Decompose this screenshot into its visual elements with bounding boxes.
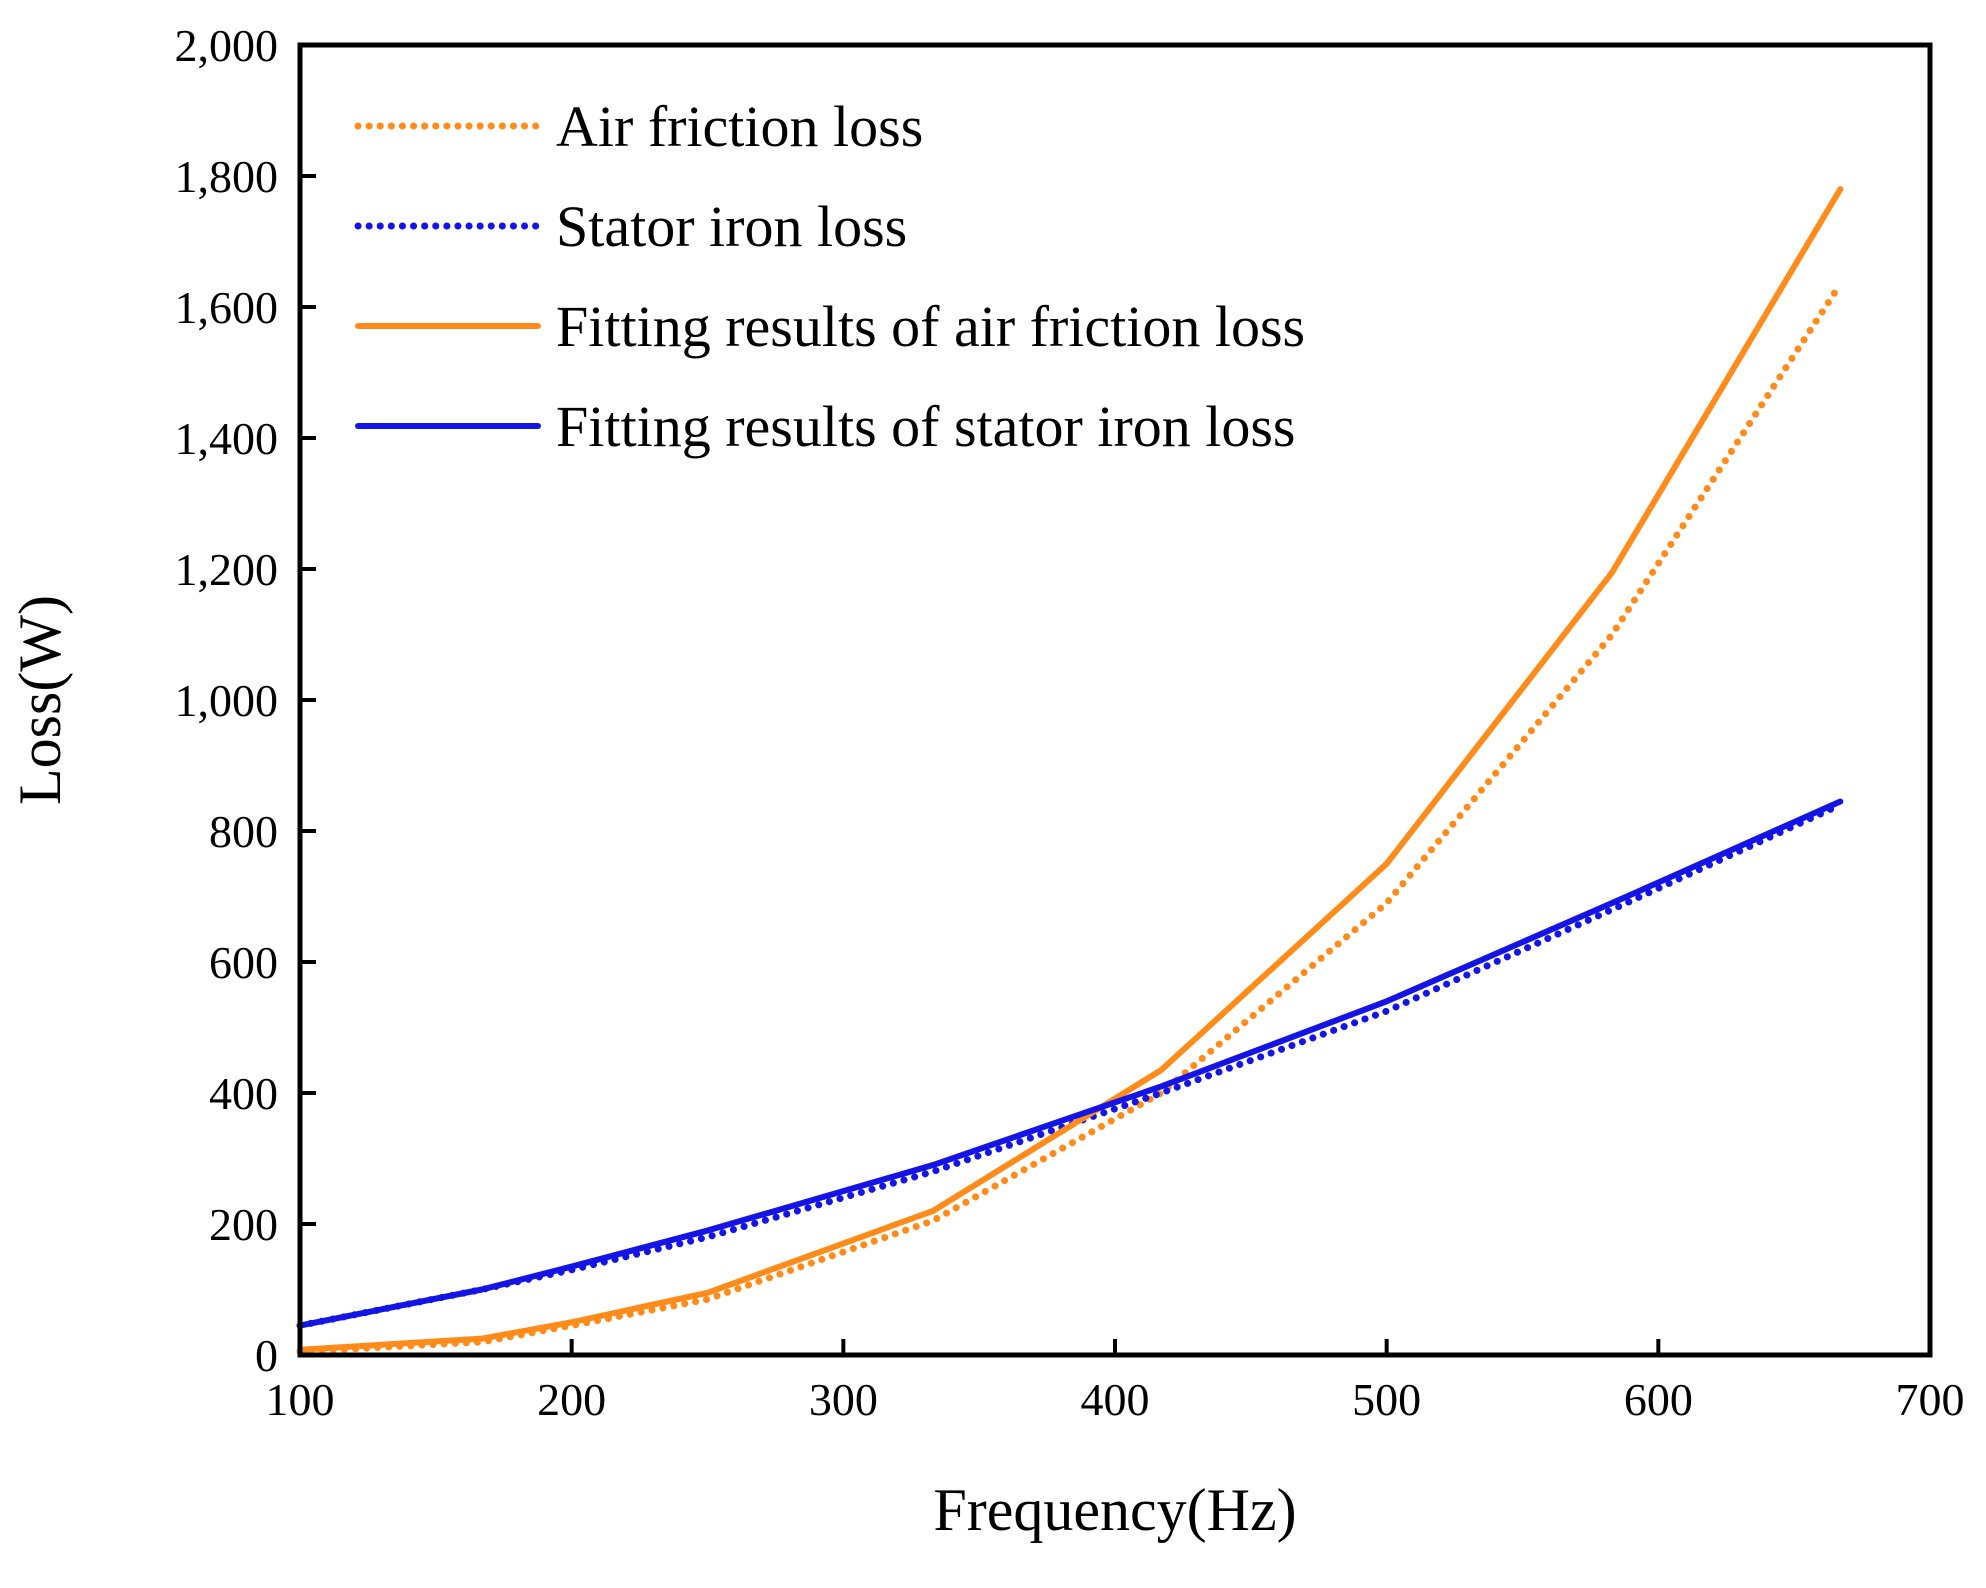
series-layer <box>296 186 1844 1356</box>
series-line-3 <box>297 186 1844 1353</box>
ticks-layer: 100 200 300 400 500 600 700 0 200 400 600 800 1,000 1… <box>175 20 1965 1425</box>
y-tick-label: 1,600 <box>175 282 279 333</box>
y-tick-label: 0 <box>255 1330 278 1381</box>
y-tick-label: 200 <box>209 1199 278 1250</box>
x-tick-label: 600 <box>1624 1374 1693 1425</box>
x-tick-label: 100 <box>266 1374 335 1425</box>
y-tick-label: 800 <box>209 806 278 857</box>
legend-label-1: Air friction loss <box>556 94 923 159</box>
y-tick-label: 600 <box>209 937 278 988</box>
x-tick-label: 400 <box>1081 1374 1150 1425</box>
y-tick-label: 1,200 <box>175 544 279 595</box>
y-tick-label: 1,400 <box>175 413 279 464</box>
series-line-1 <box>296 280 1844 1356</box>
x-tick-label: 700 <box>1896 1374 1965 1425</box>
y-tick-label: 1,000 <box>175 675 279 726</box>
y-tick-label: 1,800 <box>175 151 279 202</box>
x-tick-label: 500 <box>1352 1374 1421 1425</box>
series-line-4 <box>297 798 1844 1329</box>
legend-label-4: Fitting results of stator iron loss <box>556 394 1296 459</box>
x-axis-title: Frequency(Hz) <box>933 1477 1296 1543</box>
x-tick-label: 200 <box>537 1374 606 1425</box>
x-tick-label: 300 <box>809 1374 878 1425</box>
y-axis-title: Loss(W) <box>7 595 73 805</box>
legend: Air friction loss Stator iron loss Fitting… <box>354 94 1305 459</box>
legend-label-3: Fitting results of air friction loss <box>556 294 1305 359</box>
y-tick-label: 2,000 <box>175 20 279 71</box>
series-line-2 <box>296 801 1844 1330</box>
plot-area-frame <box>297 42 1933 1358</box>
y-tick-label: 400 <box>209 1068 278 1119</box>
legend-label-2: Stator iron loss <box>556 194 907 259</box>
